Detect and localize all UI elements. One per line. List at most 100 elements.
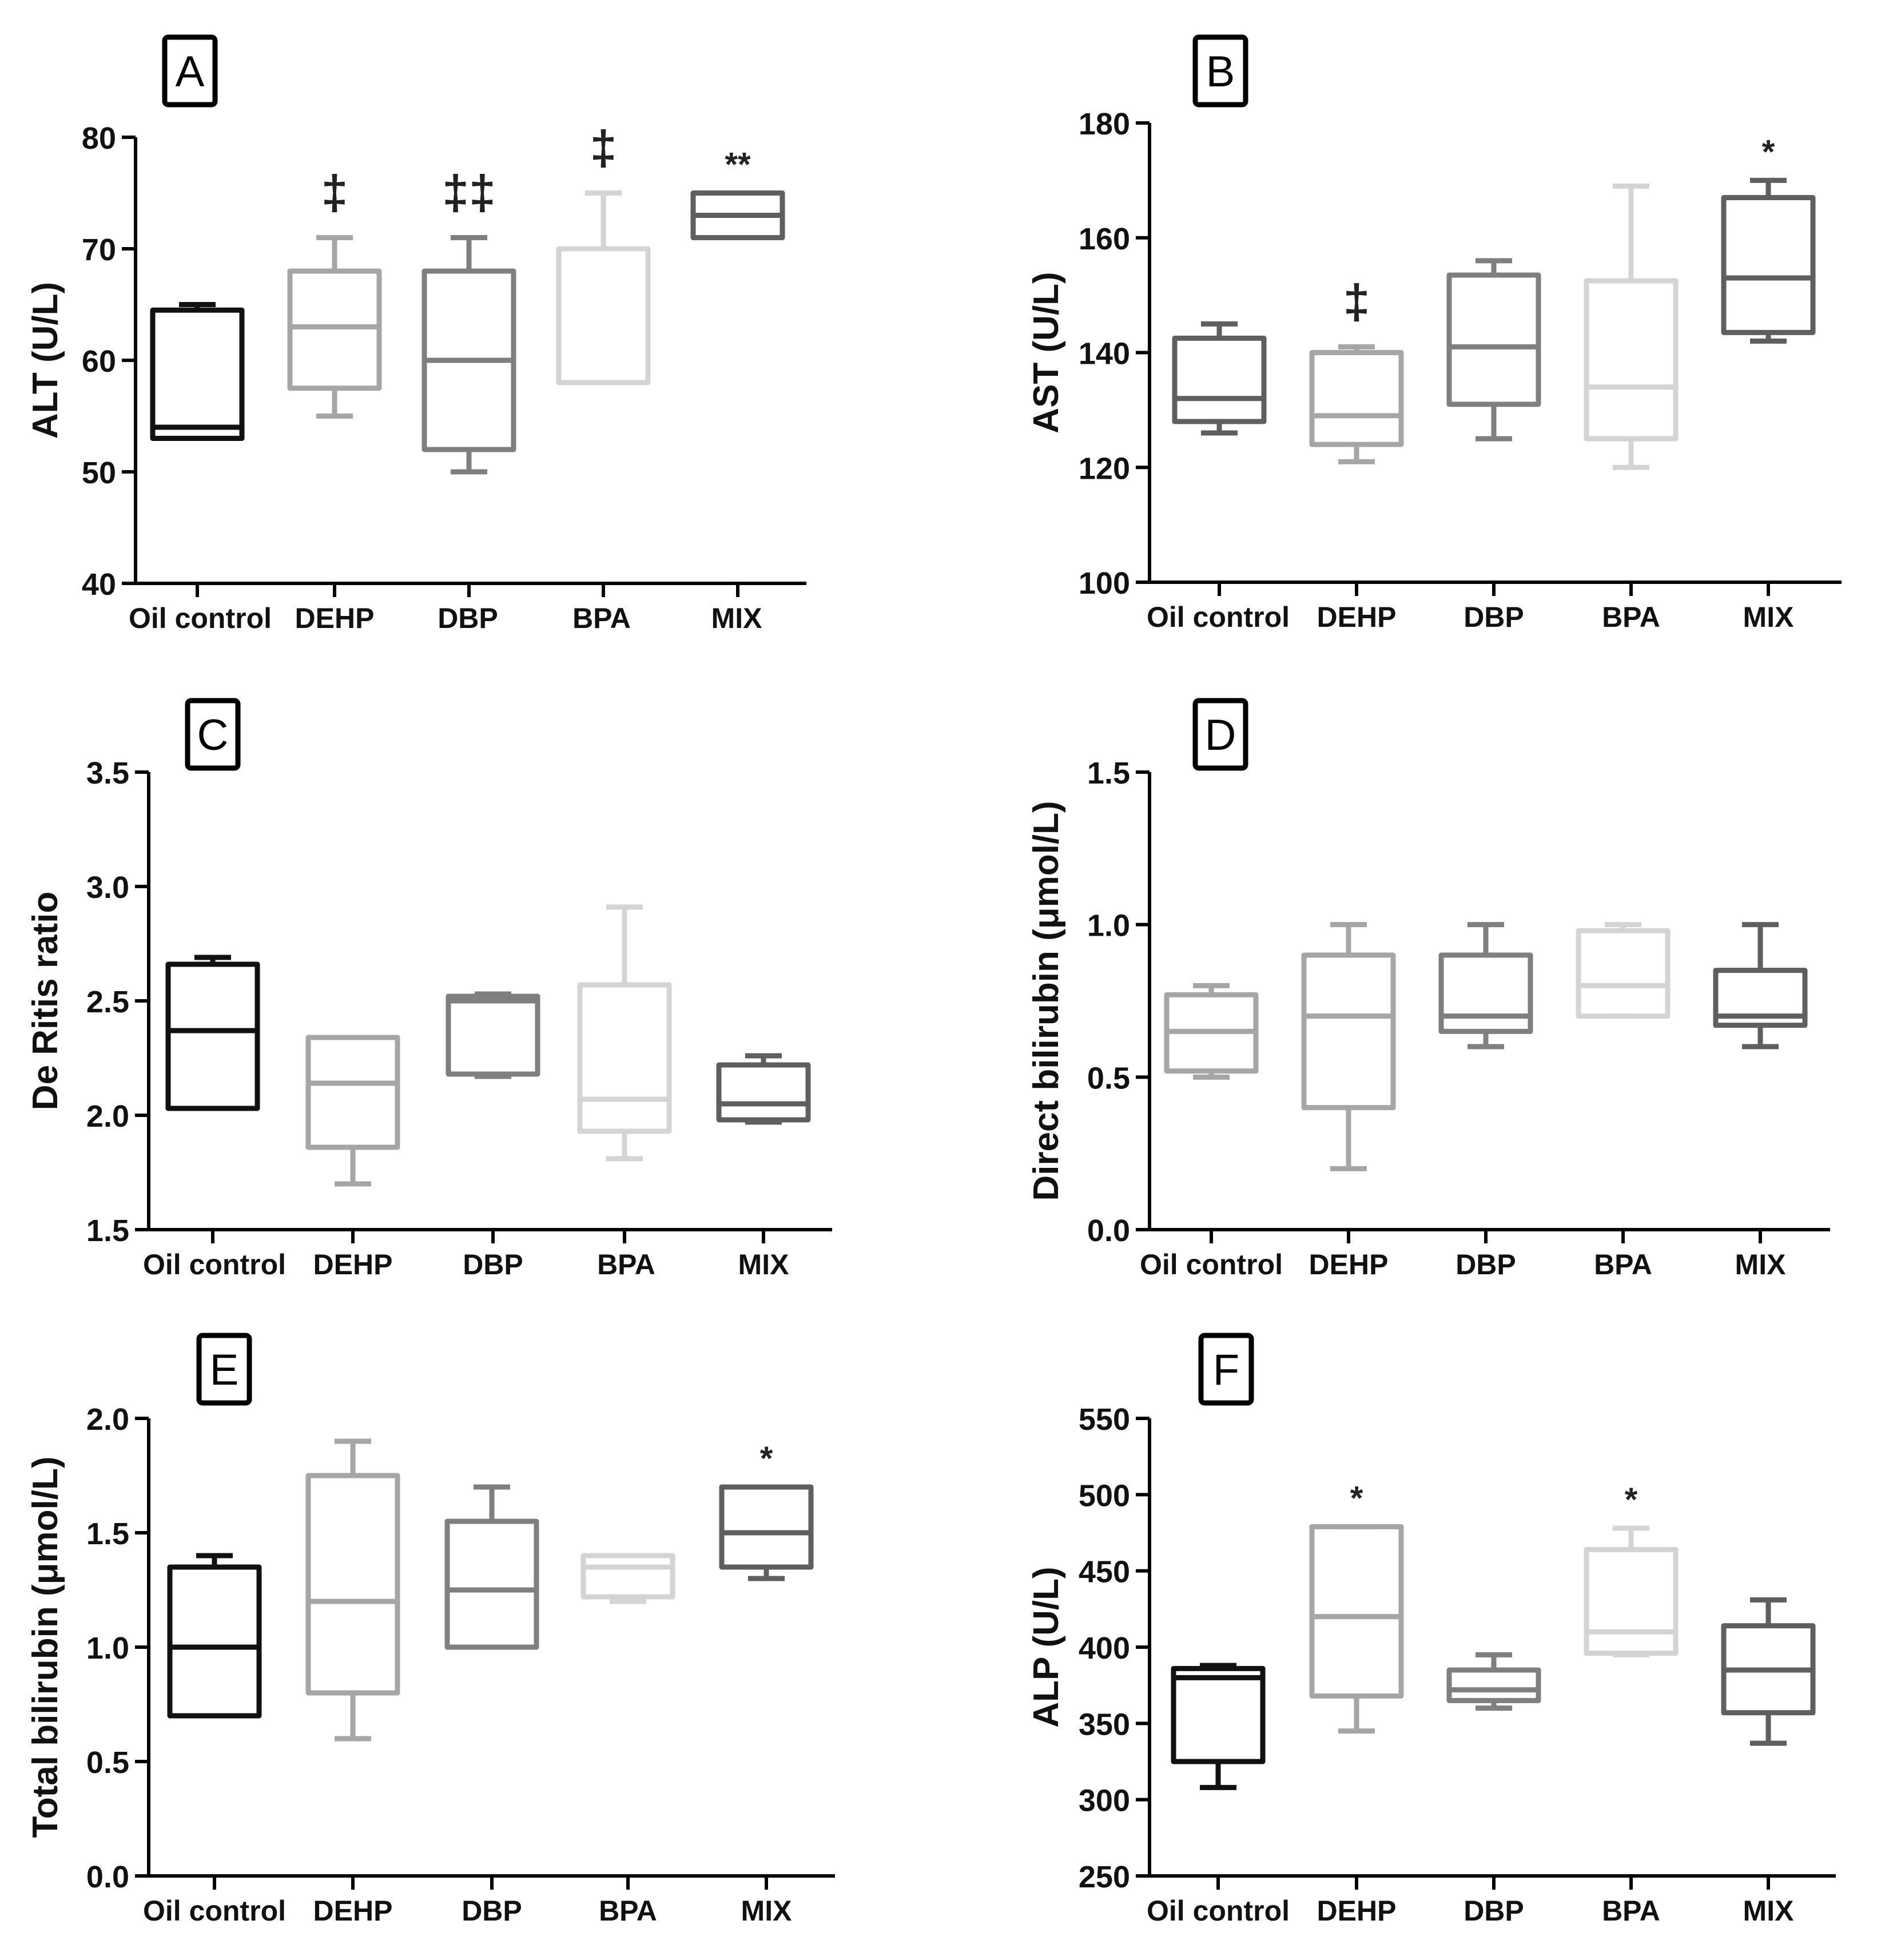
y-tick-label: 140 [1079,337,1130,371]
panel-letter: A [176,47,205,96]
box-dehp [305,1035,400,1187]
box-iqr [1446,1667,1541,1703]
box-iqr [1172,335,1267,424]
panel-c: C 1.5 2.0 2.5 3.0 3.5 De Ritis ratio Oil contro… [26,698,832,1281]
y-tick-label: 400 [1079,1631,1130,1665]
significance-mark: ‡ [1343,275,1370,328]
panel-e: E 0.0 0.5 1.0 1.5 2.0 Total bilirubin (μmol/L)… [26,1333,835,1927]
category-label: DEHP [1317,1895,1397,1927]
box-iqr [1584,1546,1679,1656]
box-dbp [444,1484,539,1650]
y-tick-label: 1.5 [86,1517,129,1551]
category-label: Oil control [1147,601,1290,633]
category-label: DBP [438,602,498,634]
category-label: BPA [572,602,631,634]
y-tick-label: 2.5 [86,985,129,1019]
y-tick-label: 100 [1079,566,1130,601]
category-label: DEHP [1309,1249,1389,1281]
box-mix [1713,922,1808,1049]
category-label: DBP [463,1249,523,1281]
box-dbp: ‡‡ [421,166,516,475]
y-axis-label: ALT (U/L) [26,282,65,439]
y-tick-label: 2.0 [86,1402,129,1437]
y-axis-label: AST (U/L) [1027,272,1066,433]
box-iqr [167,1564,262,1719]
box-iqr [577,982,672,1134]
box-dehp: * [1309,1480,1404,1734]
significance-mark: * [1625,1481,1638,1518]
category-label: BPA [597,1249,655,1281]
box-iqr [1446,272,1541,407]
box-dbp [446,991,540,1079]
panel-letter: D [1205,711,1236,760]
panel-letter-box [185,698,241,771]
y-tick-label: 0.5 [1087,1061,1130,1095]
box-iqr [1584,278,1679,442]
significance-mark: * [760,1440,773,1477]
category-label: BPA [1594,1249,1652,1281]
box-bpa [1584,183,1679,470]
y-tick-label: 3.5 [86,756,129,790]
category-label: BPA [1602,601,1660,633]
y-tick-label: 1.0 [86,1631,129,1665]
box-iqr [580,1553,675,1600]
category-label: DBP [1464,601,1524,633]
box-iqr [1713,968,1808,1028]
category-label: DBP [1464,1895,1524,1927]
y-axis-label: De Ritis ratio [26,892,65,1110]
box-iqr [287,268,382,391]
significance-mark: ‡ [590,121,617,175]
box-bpa [1576,922,1671,1019]
category-label: DEHP [1317,601,1397,633]
category-label: MIX [1743,1895,1794,1927]
category-label: Oil control [1140,1249,1283,1281]
significance-mark: ** [725,146,751,184]
y-tick-label: 40 [82,567,116,602]
category-label: MIX [738,1249,789,1281]
box-mix: ** [690,146,785,240]
y-tick-label: 250 [1079,1860,1130,1894]
box-iqr [1576,928,1671,1019]
y-tick-label: 300 [1079,1784,1130,1818]
box-bpa [577,904,672,1162]
y-tick-label: 3.0 [86,870,129,905]
category-label: Oil control [129,602,272,634]
box-iqr [1301,952,1396,1111]
y-tick-label: 60 [82,344,116,379]
y-tick-label: 0.0 [86,1860,129,1894]
box-dbp [1446,1652,1541,1711]
panel-letter-box [162,34,218,108]
panel-b: B 100 120 140 160 180 AST (U/L) Oil control DEHP… [1027,34,1842,633]
y-tick-label: 80 [82,121,116,156]
panel-f: F 250 300 350 400 450 500 550 ALP (U/L) Oil contr… [1027,1333,1836,1927]
box-iqr [1309,1524,1404,1699]
box-dehp: ‡ [287,166,382,419]
category-label: MIX [711,602,762,634]
box-oil-control [1172,321,1267,436]
significance-mark: * [1350,1480,1363,1517]
category-label: Oil control [143,1895,286,1927]
significance-mark: ‡‡ [442,166,495,220]
y-axis-label: ALP (U/L) [1027,1567,1066,1727]
box-dbp [1446,258,1541,442]
box-dbp [1438,922,1533,1049]
box-iqr [444,1518,539,1650]
box-dehp: ‡ [1309,275,1404,464]
box-iqr [150,307,245,441]
box-iqr [305,1473,400,1696]
box-oil-control [1171,1663,1266,1790]
box-iqr [1438,952,1533,1034]
box-iqr [716,1062,811,1123]
y-tick-label: 450 [1079,1555,1130,1589]
significance-mark: * [1762,133,1775,170]
box-iqr [305,1035,400,1150]
box-oil-control [165,955,260,1111]
box-mix [716,1053,811,1125]
category-label: Oil control [143,1249,286,1281]
y-tick-label: 500 [1079,1478,1130,1513]
panel-letter-box [196,1333,252,1406]
y-tick-label: 1.0 [1087,909,1130,943]
y-tick-label: 180 [1079,107,1130,141]
y-tick-label: 160 [1079,222,1130,256]
